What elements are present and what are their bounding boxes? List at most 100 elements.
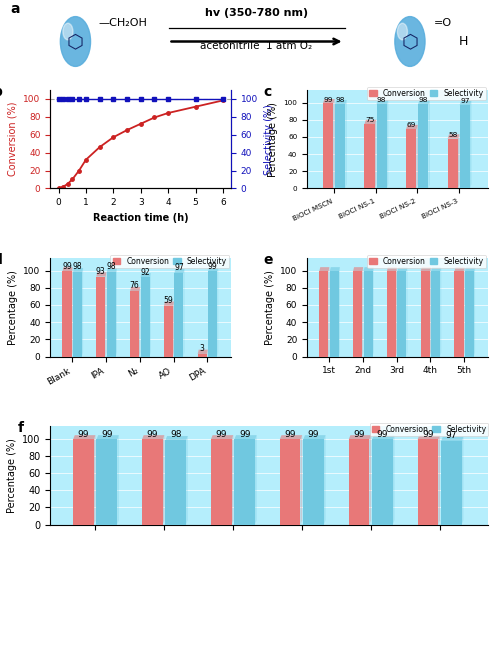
Bar	[96, 277, 106, 357]
Text: 99: 99	[308, 430, 319, 439]
Text: 99: 99	[101, 430, 113, 439]
Polygon shape	[339, 267, 340, 357]
Polygon shape	[94, 435, 96, 525]
Polygon shape	[117, 435, 119, 525]
Polygon shape	[396, 267, 397, 357]
Polygon shape	[462, 437, 463, 525]
Polygon shape	[333, 99, 334, 189]
Polygon shape	[300, 435, 302, 525]
Polygon shape	[211, 435, 233, 440]
Polygon shape	[130, 287, 140, 291]
Bar	[431, 272, 440, 357]
Polygon shape	[73, 435, 96, 440]
Bar	[330, 272, 339, 357]
Text: —CH₂OH: —CH₂OH	[98, 18, 147, 29]
Bar	[417, 440, 438, 525]
Polygon shape	[173, 301, 174, 357]
Polygon shape	[184, 269, 185, 357]
Bar	[397, 272, 406, 357]
Polygon shape	[217, 267, 218, 357]
Bar	[323, 104, 333, 189]
Bar	[211, 440, 231, 525]
Text: 98: 98	[377, 98, 386, 104]
Polygon shape	[372, 435, 394, 440]
Polygon shape	[71, 267, 72, 357]
Bar	[319, 272, 328, 357]
Y-axis label: Percentage (%): Percentage (%)	[8, 270, 18, 345]
Polygon shape	[430, 267, 431, 357]
Text: 92: 92	[140, 268, 150, 277]
Text: 98: 98	[336, 98, 345, 104]
Polygon shape	[165, 436, 188, 440]
Polygon shape	[62, 267, 72, 272]
Bar	[198, 354, 207, 357]
Bar	[130, 291, 139, 357]
Polygon shape	[107, 268, 117, 272]
Polygon shape	[464, 267, 465, 357]
Bar	[97, 440, 117, 525]
Polygon shape	[330, 267, 340, 272]
Polygon shape	[431, 267, 441, 272]
Polygon shape	[369, 435, 371, 525]
Polygon shape	[207, 350, 208, 357]
Text: e: e	[264, 253, 273, 267]
Text: 99: 99	[353, 430, 365, 439]
Text: 98: 98	[418, 98, 428, 104]
Polygon shape	[365, 120, 376, 124]
Bar	[406, 129, 416, 189]
Bar	[165, 440, 186, 525]
Circle shape	[397, 23, 407, 40]
Text: 76: 76	[130, 282, 139, 290]
Bar	[365, 124, 375, 189]
Polygon shape	[397, 267, 407, 272]
Bar	[441, 441, 462, 525]
Circle shape	[60, 17, 91, 66]
Text: 99: 99	[62, 262, 72, 270]
Text: 99: 99	[422, 430, 434, 439]
Polygon shape	[186, 436, 188, 525]
Polygon shape	[460, 101, 471, 105]
Text: c: c	[264, 85, 272, 99]
Bar	[62, 272, 71, 357]
Bar	[335, 104, 346, 189]
Polygon shape	[418, 100, 430, 104]
Legend: Conversion, Selectivity: Conversion, Selectivity	[367, 86, 486, 100]
Bar	[140, 278, 150, 357]
Text: 97: 97	[460, 98, 470, 104]
Text: ⬡: ⬡	[401, 32, 418, 51]
Text: acetonitrile  1 atm O₂: acetonitrile 1 atm O₂	[201, 41, 312, 52]
Polygon shape	[406, 267, 407, 357]
Bar	[418, 104, 429, 189]
Polygon shape	[349, 435, 371, 440]
Polygon shape	[175, 269, 185, 273]
Polygon shape	[319, 267, 329, 272]
Polygon shape	[377, 100, 388, 104]
Bar	[175, 273, 184, 357]
Text: 99: 99	[284, 430, 296, 439]
Text: 98: 98	[73, 262, 82, 272]
Polygon shape	[454, 267, 465, 272]
Circle shape	[63, 23, 73, 40]
Polygon shape	[328, 267, 329, 357]
Polygon shape	[116, 268, 117, 357]
Bar	[107, 272, 116, 357]
Polygon shape	[208, 267, 218, 272]
Polygon shape	[458, 134, 459, 189]
Bar	[448, 139, 458, 189]
Polygon shape	[150, 273, 151, 357]
Polygon shape	[373, 267, 374, 357]
Polygon shape	[440, 267, 441, 357]
Polygon shape	[324, 435, 325, 525]
Text: 99: 99	[239, 430, 250, 439]
Text: 69: 69	[406, 122, 416, 128]
Text: hv (350-780 nm): hv (350-780 nm)	[205, 8, 308, 19]
Polygon shape	[97, 435, 119, 440]
Text: =O: =O	[434, 18, 452, 29]
Text: d: d	[0, 253, 3, 267]
Polygon shape	[441, 437, 463, 441]
Polygon shape	[417, 435, 440, 440]
Bar	[234, 440, 255, 525]
Text: 99: 99	[208, 262, 218, 270]
Text: 97: 97	[446, 432, 457, 440]
Text: 59: 59	[163, 296, 174, 305]
